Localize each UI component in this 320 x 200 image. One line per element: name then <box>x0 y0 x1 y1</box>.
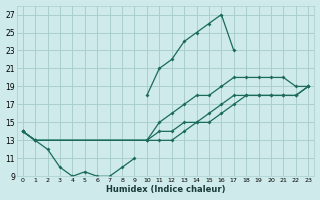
X-axis label: Humidex (Indice chaleur): Humidex (Indice chaleur) <box>106 185 225 194</box>
